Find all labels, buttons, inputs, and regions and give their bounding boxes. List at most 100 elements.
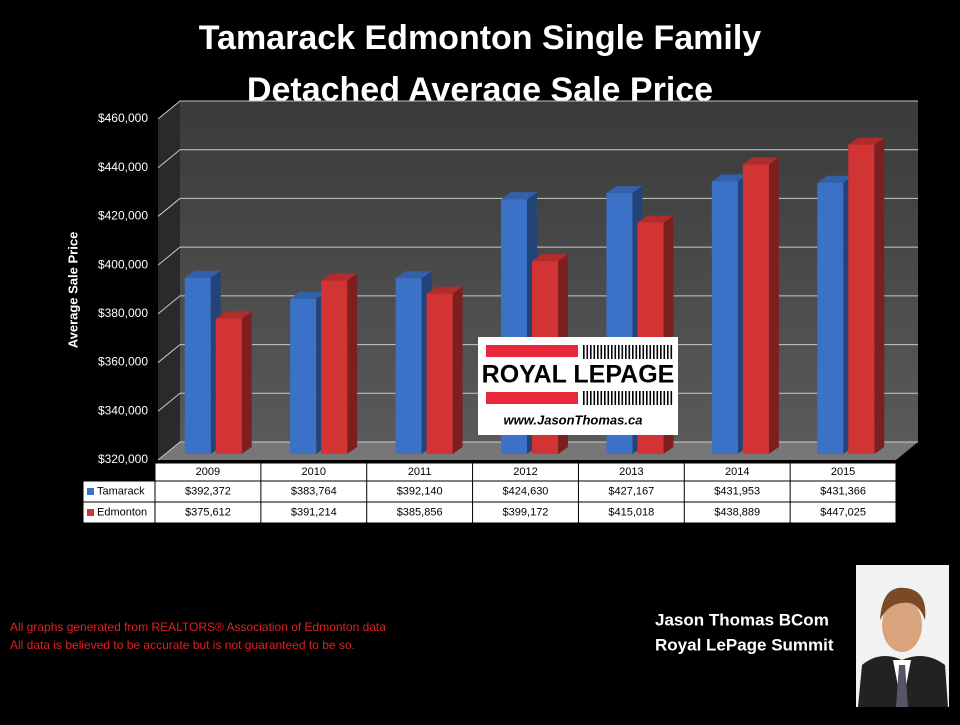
legend-label: Tamarack <box>97 485 145 497</box>
author-company: Royal LePage Summit <box>655 635 834 654</box>
barcode-bar <box>604 345 606 359</box>
bar <box>848 144 875 454</box>
logo-stripe <box>486 392 578 404</box>
y-tick-label: $440,000 <box>98 160 148 174</box>
barcode-bar <box>632 391 634 405</box>
barcode-bar <box>611 345 613 359</box>
y-tick-label: $340,000 <box>98 403 148 417</box>
bar-top <box>532 254 568 262</box>
bar-side <box>241 311 252 454</box>
table-value: $447,025 <box>820 506 866 518</box>
barcode-bar <box>642 391 645 405</box>
grid-line <box>157 100 918 120</box>
grid-line <box>157 149 918 169</box>
y-tick-label: $380,000 <box>98 306 148 320</box>
x-tick-label: 2015 <box>831 466 855 478</box>
barcode-bar <box>667 345 669 359</box>
legend-label: Edmonton <box>97 506 147 518</box>
barcode-bar <box>597 345 599 359</box>
barcode-bar <box>607 345 610 359</box>
legend-swatch <box>87 488 94 495</box>
barcode-bar <box>604 391 606 405</box>
bar-top <box>711 174 748 182</box>
barcode-bar <box>611 391 613 405</box>
bar <box>215 318 242 454</box>
table-value: $375,612 <box>185 506 231 518</box>
barcode-bar <box>625 345 627 359</box>
bar <box>426 293 453 454</box>
table-value: $431,953 <box>714 485 760 497</box>
x-tick-label: 2012 <box>513 466 537 478</box>
note: All graphs generated from REALTORS® Asso… <box>10 620 386 634</box>
barcode-bar <box>670 345 673 359</box>
barcode-bar <box>646 345 648 359</box>
barcode-bar <box>625 391 627 405</box>
logo: ROYAL LEPAGE www.JasonThomas.ca <box>478 337 678 435</box>
barcode-bar <box>593 391 596 405</box>
barcode-bar <box>600 345 603 359</box>
barcode-bar <box>653 345 655 359</box>
bar-top <box>395 271 432 279</box>
table-value: $427,167 <box>608 485 654 497</box>
barcode-bar <box>593 345 596 359</box>
barcode-bar <box>586 391 589 405</box>
bar-top <box>290 291 327 299</box>
table-value: $391,214 <box>291 506 337 518</box>
barcode-bar <box>653 391 655 405</box>
barcode-bar <box>667 391 669 405</box>
barcode-bar <box>670 391 673 405</box>
barcode-bar <box>586 345 589 359</box>
barcode-bar <box>590 391 592 405</box>
bar-top <box>606 185 643 193</box>
chart-title: Tamarack Edmonton Single Family <box>199 19 761 57</box>
barcode-bar <box>649 345 652 359</box>
barcode-bar <box>614 391 617 405</box>
note: All data is believed to be accurate but … <box>10 638 355 652</box>
barcode-bar <box>660 391 662 405</box>
barcode-bar <box>621 345 624 359</box>
barcode-bar <box>618 345 620 359</box>
y-tick-label: $420,000 <box>98 209 148 223</box>
table-value: $385,856 <box>397 506 443 518</box>
bar-top <box>848 137 885 145</box>
photo-tie <box>896 665 908 707</box>
barcode-bar <box>583 345 585 359</box>
bar-top <box>637 215 674 223</box>
bar <box>742 164 769 455</box>
barcode-bar <box>628 391 631 405</box>
table-value: $392,140 <box>397 485 443 497</box>
barcode-bar <box>607 391 610 405</box>
bar-side <box>452 286 463 454</box>
x-tick-label: 2011 <box>408 466 432 478</box>
bar <box>395 278 422 454</box>
author-photo <box>856 565 949 707</box>
logo-brand: ROYAL LEPAGE <box>482 361 675 389</box>
grid-line <box>157 197 918 217</box>
bar <box>817 182 844 454</box>
barcode-bar <box>632 345 634 359</box>
barcode-bar <box>663 391 666 405</box>
barcode-bar <box>642 345 645 359</box>
barcode-bar <box>635 391 638 405</box>
bar-top <box>742 157 779 165</box>
bar <box>184 277 211 454</box>
x-tick-label: 2010 <box>302 466 326 478</box>
bar <box>290 298 317 454</box>
bar-side <box>347 273 358 454</box>
bar-side <box>768 157 779 455</box>
author-name: Jason Thomas BCom <box>655 610 829 629</box>
bar-top <box>426 286 463 294</box>
barcode-bar <box>649 391 652 405</box>
barcode-bar <box>621 391 624 405</box>
barcode-bar <box>600 391 603 405</box>
barcode-bar <box>656 391 659 405</box>
barcode-bar <box>663 345 666 359</box>
barcode-bar <box>639 391 641 405</box>
barcode-bar <box>660 345 662 359</box>
barcode-bar <box>639 345 641 359</box>
y-axis-label: Average Sale Price <box>65 232 80 349</box>
barcode-bar <box>618 391 620 405</box>
legend-swatch <box>87 509 94 516</box>
barcode-bar <box>628 345 631 359</box>
